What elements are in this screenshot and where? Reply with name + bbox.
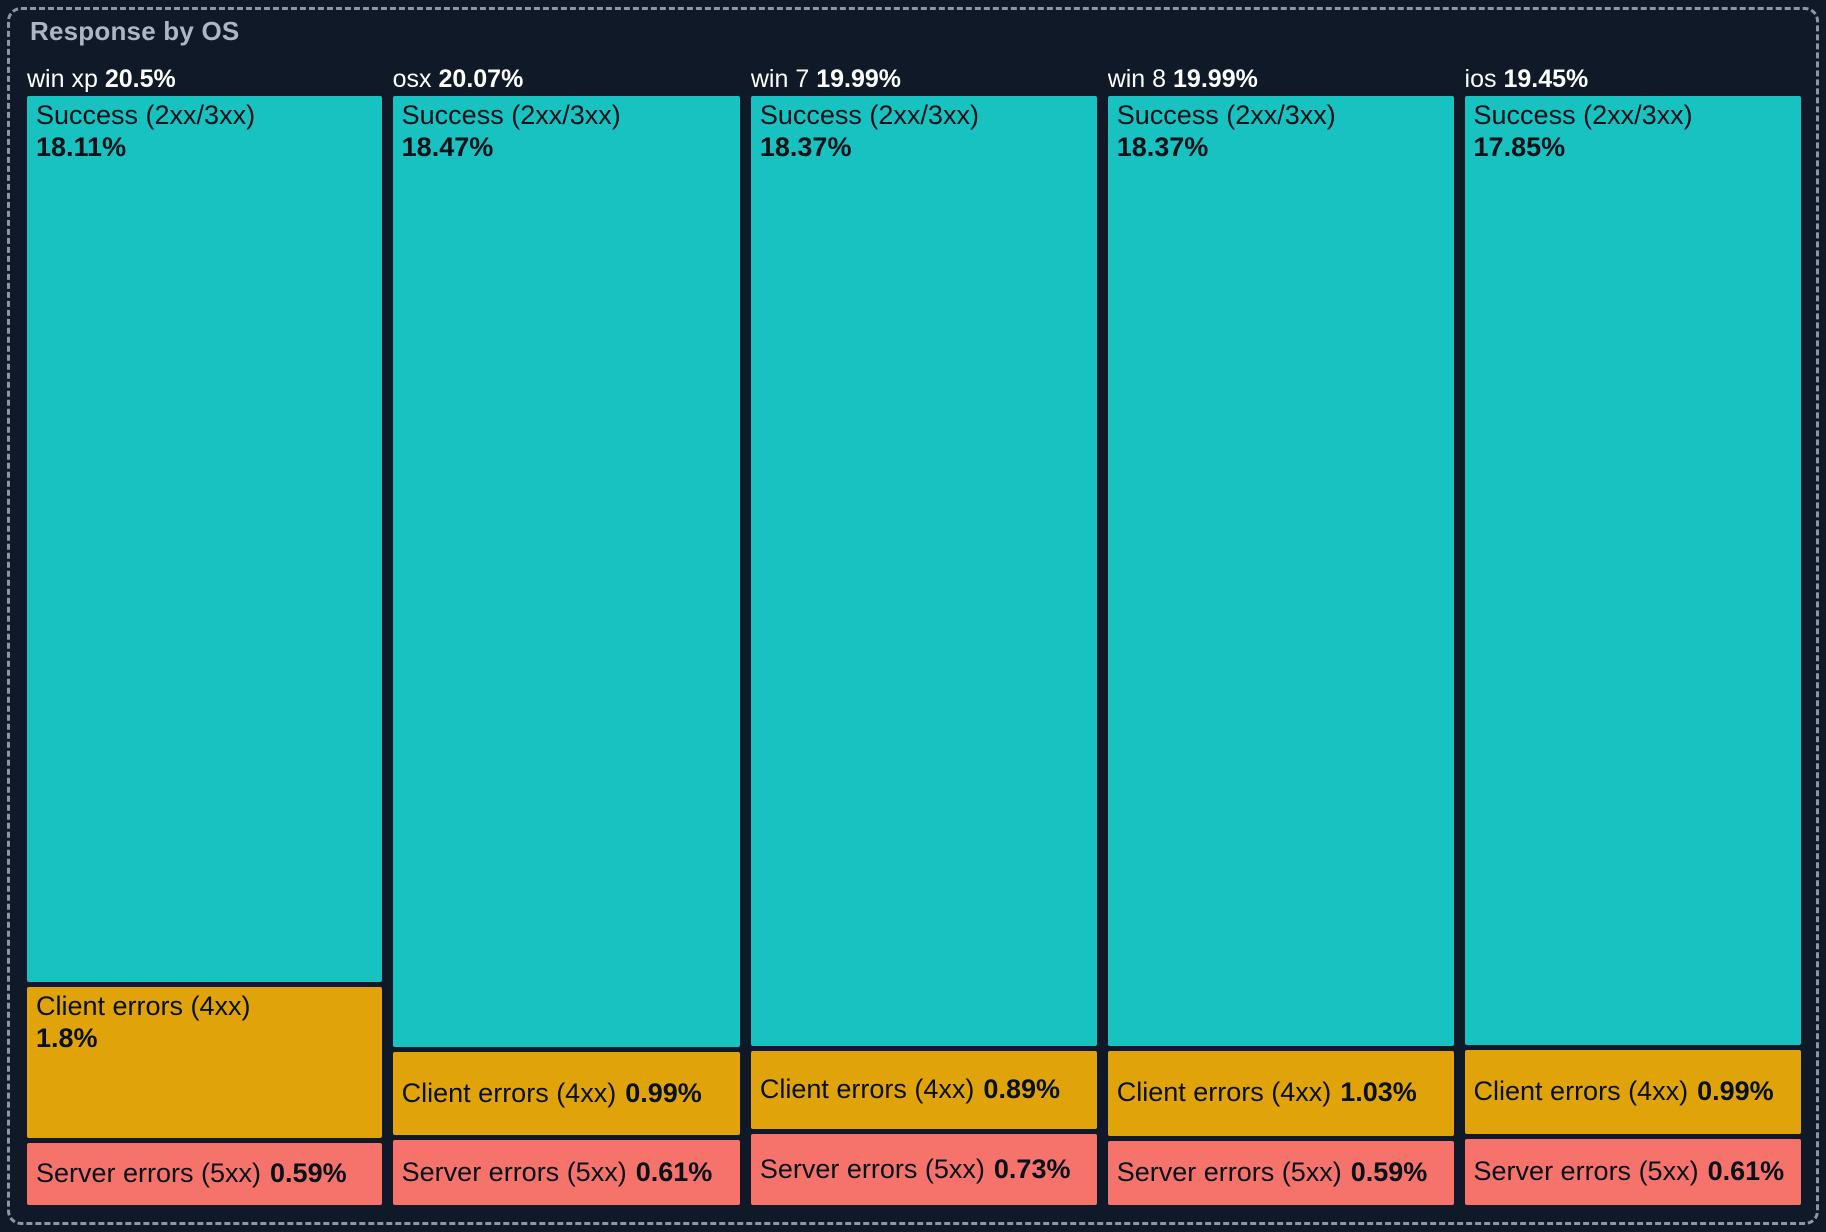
segment-server-errors-5xx-win-xp[interactable]: Server errors (5xx) 0.59% (27, 1142, 382, 1205)
segment-value: 18.37% (1116, 131, 1209, 162)
segment-success-2xx-3xx-win-7[interactable]: Success (2xx/3xx) 18.37% (750, 96, 1097, 1046)
column-header-osx: osx 20.07% (393, 64, 740, 94)
segment-value: 0.61% (635, 1156, 713, 1187)
panel-title: Response by OS (30, 16, 240, 46)
segment-label: Success (2xx/3xx) (1473, 100, 1693, 130)
column-label: win xp (27, 65, 98, 93)
segment-label: Server errors (5xx) (1116, 1157, 1342, 1188)
segment-value: 18.47% (401, 131, 494, 162)
segment-value: 18.37% (759, 131, 852, 162)
os-column-win-8: win 8 19.99% Success (2xx/3xx) 18.37% Clien… (1107, 64, 1454, 1206)
segment-value: 1.8% (36, 1022, 98, 1053)
segment-client-errors-4xx-ios[interactable]: Client errors (4xx) 0.99% (1464, 1049, 1802, 1135)
column-label: win 8 (1107, 65, 1167, 93)
column-label: win 7 (750, 65, 810, 93)
column-total: 19.99% (816, 65, 901, 93)
segment-label: Client errors (4xx) (759, 1074, 975, 1104)
segment-label: Client errors (4xx) (36, 990, 251, 1021)
segment-server-errors-5xx-osx[interactable]: Server errors (5xx) 0.61% (392, 1140, 740, 1205)
segment-label: Success (2xx/3xx) (36, 100, 256, 130)
segment-value: 0.99% (625, 1077, 702, 1108)
column-header-win-8: win 8 19.99% (1108, 64, 1454, 94)
segment-value: 0.59% (270, 1157, 347, 1188)
segment-label: Server errors (5xx) (759, 1153, 985, 1184)
response-by-os-panel[interactable]: Response by OS win xp 20.5% Success (2xx/… (8, 8, 1818, 1224)
column-total: 20.07% (438, 65, 524, 93)
column-total: 19.45% (1503, 65, 1589, 93)
segment-success-2xx-3xx-ios[interactable]: Success (2xx/3xx) 17.85% (1464, 96, 1802, 1045)
os-column-ios: ios 19.45% Success (2xx/3xx) 17.85% Client … (1464, 64, 1802, 1205)
segment-server-errors-5xx-win-7[interactable]: Server errors (5xx) 0.73% (750, 1134, 1097, 1206)
column-body-win-8: Success (2xx/3xx) 18.37% Client errors (4x… (1107, 96, 1454, 1206)
segment-server-errors-5xx-ios[interactable]: Server errors (5xx) 0.61% (1464, 1139, 1802, 1205)
segment-value: 17.85% (1473, 131, 1566, 162)
column-body-ios: Success (2xx/3xx) 17.85% Client errors (4x… (1464, 96, 1802, 1205)
segment-client-errors-4xx-win-8[interactable]: Client errors (4xx) 1.03% (1107, 1050, 1454, 1136)
segment-value: 1.03% (1340, 1077, 1417, 1108)
column-body-win-xp: Success (2xx/3xx) 18.11% Client errors (4x… (27, 96, 382, 1205)
segment-client-errors-4xx-win-7[interactable]: Client errors (4xx) 0.89% (750, 1050, 1097, 1130)
segment-value: 0.99% (1697, 1075, 1774, 1106)
segment-success-2xx-3xx-osx[interactable]: Success (2xx/3xx) 18.47% (392, 96, 740, 1047)
segment-label: Success (2xx/3xx) (1116, 100, 1336, 130)
os-column-win-xp: win xp 20.5% Success (2xx/3xx) 18.11% Clien… (27, 64, 382, 1205)
segment-success-2xx-3xx-win-xp[interactable]: Success (2xx/3xx) 18.11% (27, 96, 382, 982)
segment-value: 0.59% (1350, 1157, 1428, 1188)
segment-server-errors-5xx-win-8[interactable]: Server errors (5xx) 0.59% (1107, 1140, 1454, 1206)
segment-value: 0.89% (983, 1074, 1060, 1104)
segment-label: Success (2xx/3xx) (401, 100, 621, 130)
segment-label: Client errors (4xx) (1116, 1077, 1332, 1108)
segment-client-errors-4xx-win-xp[interactable]: Client errors (4xx) 1.8% (27, 986, 382, 1138)
column-body-win-7: Success (2xx/3xx) 18.37% Client errors (4x… (750, 96, 1097, 1206)
segment-value: 0.61% (1707, 1156, 1785, 1187)
os-column-win-7: win 7 19.99% Success (2xx/3xx) 18.37% Clien… (750, 64, 1097, 1206)
response-mosaic-chart: win xp 20.5% Success (2xx/3xx) 18.11% Clien… (27, 64, 1802, 1206)
segment-client-errors-4xx-osx[interactable]: Client errors (4xx) 0.99% (392, 1051, 740, 1136)
segment-value: 18.11% (36, 131, 127, 162)
segment-label: Client errors (4xx) (401, 1077, 617, 1108)
column-header-win-7: win 7 19.99% (751, 64, 1097, 94)
column-header-ios: ios 19.45% (1465, 64, 1801, 94)
column-total: 20.5% (104, 65, 176, 93)
column-label: ios (1464, 65, 1497, 93)
column-header-win-xp: win xp 20.5% (27, 64, 382, 94)
segment-label: Server errors (5xx) (1473, 1156, 1699, 1187)
segment-label: Server errors (5xx) (401, 1156, 627, 1187)
column-body-osx: Success (2xx/3xx) 18.47% Client errors (4x… (392, 96, 740, 1205)
column-total: 19.99% (1173, 65, 1258, 93)
segment-label: Success (2xx/3xx) (759, 100, 979, 130)
segment-value: 0.73% (993, 1153, 1071, 1184)
segment-label: Server errors (5xx) (36, 1157, 262, 1188)
column-label: osx (392, 65, 432, 93)
os-column-osx: osx 20.07% Success (2xx/3xx) 18.47% Client … (392, 64, 740, 1205)
segment-label: Client errors (4xx) (1473, 1075, 1689, 1106)
segment-success-2xx-3xx-win-8[interactable]: Success (2xx/3xx) 18.37% (1107, 96, 1454, 1046)
